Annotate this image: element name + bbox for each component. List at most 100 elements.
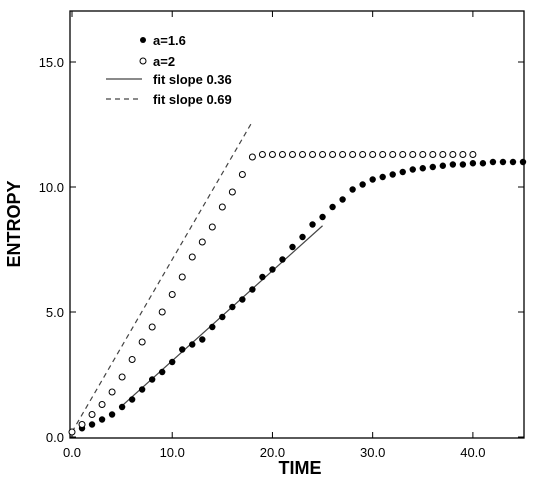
x-tick-label: 10.0: [160, 445, 185, 460]
point-a16: [309, 221, 316, 228]
point-a2: [419, 151, 427, 158]
legend-label-a16: a=1.6: [153, 33, 186, 48]
point-a16: [138, 386, 146, 393]
point-a16: [349, 186, 356, 193]
point-a16: [369, 176, 376, 183]
point-a2: [319, 151, 327, 158]
point-a16: [189, 341, 196, 348]
point-a2: [238, 171, 246, 178]
point-a2: [329, 151, 337, 158]
x-axis-title: TIME: [279, 458, 322, 478]
point-a16: [419, 165, 426, 172]
point-a2: [359, 151, 367, 158]
point-a16: [389, 171, 396, 178]
point-a16: [199, 336, 206, 343]
point-a2: [78, 421, 86, 428]
y-axis-title: ENTROPY: [4, 180, 24, 267]
point-a2: [399, 151, 407, 158]
point-a2: [349, 151, 357, 158]
point-a2: [459, 151, 467, 158]
ticks: 0.0 10.0 20.0 30.0 40.0 0.0 5.0 10.0 15.0: [39, 11, 524, 460]
y-tick-label: 10.0: [39, 180, 64, 195]
point-a16: [449, 161, 457, 168]
point-a16: [98, 416, 106, 423]
point-a16: [88, 421, 96, 428]
point-a16: [128, 396, 136, 403]
legend-label-a2: a=2: [153, 54, 175, 69]
point-a2: [469, 151, 477, 158]
point-a2: [299, 151, 307, 158]
point-a16: [118, 403, 126, 411]
point-a16: [439, 162, 447, 169]
point-a2: [108, 388, 116, 396]
point-a2: [268, 151, 276, 158]
point-a16: [259, 273, 266, 281]
point-a2: [218, 203, 226, 211]
legend-marker-a16: [140, 37, 146, 43]
point-a16: [379, 173, 386, 181]
point-a2: [379, 151, 387, 158]
point-a16: [329, 203, 336, 211]
point-a16: [399, 168, 406, 176]
fit-line-dashed: [71, 121, 253, 433]
point-a16: [108, 411, 116, 418]
y-tick-label: 5.0: [46, 305, 64, 320]
x-tick-label: 0.0: [63, 445, 81, 460]
point-a2: [439, 151, 447, 158]
x-tick-label: 40.0: [460, 445, 485, 460]
legend-label-fit-069: fit slope 0.69: [153, 92, 232, 107]
point-a16: [339, 196, 346, 203]
point-a2: [309, 151, 317, 158]
y-tick-label: 0.0: [46, 430, 64, 445]
point-a2: [278, 151, 286, 158]
point-a16: [469, 160, 477, 167]
point-a16: [269, 266, 276, 273]
point-a16: [519, 158, 527, 166]
point-a16: [499, 158, 507, 166]
point-a2: [118, 373, 126, 381]
point-a16: [148, 376, 156, 383]
point-a2: [208, 223, 216, 231]
point-a16: [219, 313, 226, 321]
point-a16: [289, 243, 296, 251]
point-a2: [389, 151, 397, 158]
point-a2: [288, 151, 296, 158]
point-a16: [159, 368, 166, 376]
point-a2: [178, 273, 186, 281]
point-a2: [258, 151, 266, 158]
point-a2: [449, 151, 457, 158]
point-a16: [249, 286, 256, 293]
point-a2: [88, 411, 96, 418]
point-a2: [429, 151, 437, 158]
x-tick-label: 20.0: [260, 445, 285, 460]
point-a16: [459, 161, 467, 168]
point-a16: [429, 163, 436, 171]
point-a16: [359, 181, 366, 188]
point-a16: [509, 158, 517, 166]
fit-lines: [71, 121, 323, 433]
point-a16: [209, 323, 216, 331]
plot-frame: [69, 10, 525, 439]
point-a16: [279, 256, 286, 263]
point-a2: [409, 151, 417, 158]
point-a16: [409, 166, 416, 173]
point-a2: [339, 151, 347, 158]
point-a2: [248, 153, 256, 161]
point-a2: [188, 253, 196, 261]
point-a2: [138, 338, 146, 346]
point-a16: [169, 358, 176, 366]
point-a2: [369, 151, 377, 158]
point-a16: [479, 160, 487, 167]
point-a16: [229, 303, 236, 311]
point-a2: [98, 401, 106, 408]
point-a2: [128, 356, 136, 363]
point-a16: [179, 346, 186, 353]
point-a16: [239, 296, 246, 303]
x-tick-label: 30.0: [360, 445, 385, 460]
point-a2: [228, 188, 236, 196]
point-a2: [168, 291, 176, 298]
point-a2: [158, 308, 166, 316]
point-a2: [198, 238, 206, 246]
point-a2: [148, 323, 156, 331]
